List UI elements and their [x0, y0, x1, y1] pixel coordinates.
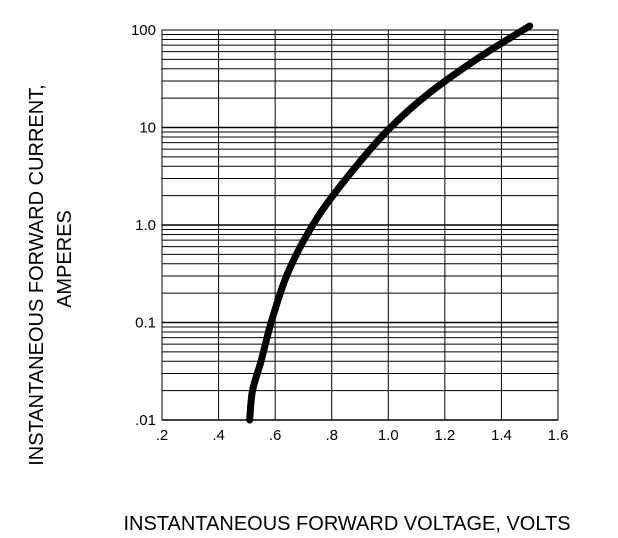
curve-point	[427, 93, 429, 95]
x-tick-label: 1.6	[548, 427, 569, 444]
curve-point	[271, 317, 273, 319]
y-axis-label-line-1: INSTANTANEOUS FORWARD CURRENT,	[26, 84, 48, 466]
x-tick-label: .6	[269, 427, 282, 444]
y-tick-label: 100	[131, 22, 156, 39]
curve-point	[351, 171, 353, 173]
y-tick-label: 0.1	[135, 315, 156, 332]
x-tick-label: 1.0	[378, 427, 399, 444]
y-tick-label: 10	[139, 120, 156, 137]
curve-point	[387, 129, 389, 131]
y-tick-label: 1.0	[135, 217, 156, 234]
x-tick-label: 1.4	[491, 427, 512, 444]
curve-point	[252, 390, 254, 392]
curve-point	[317, 216, 319, 218]
curve-point	[288, 268, 290, 270]
tick-labels: .2 .4 .6 .8 1.0 1.2 1.4 1.6 .01 0.1 1.0 10 100	[131, 22, 568, 444]
curve-point	[249, 419, 251, 421]
grid	[161, 29, 559, 421]
y-tick-label: .01	[135, 412, 156, 429]
curve-point	[529, 25, 531, 27]
x-tick-label: .4	[212, 427, 225, 444]
x-tick-label: .2	[156, 427, 169, 444]
curve-point	[260, 360, 262, 362]
y-axis-label-line-2: AMPERES	[54, 210, 76, 308]
curve-group	[246, 22, 534, 424]
curve-point	[478, 57, 480, 59]
x-tick-label: .8	[325, 427, 338, 444]
x-tick-label: 1.2	[434, 427, 455, 444]
x-axis-label: INSTANTANEOUS FORWARD VOLTAGE, VOLTS	[123, 513, 570, 535]
